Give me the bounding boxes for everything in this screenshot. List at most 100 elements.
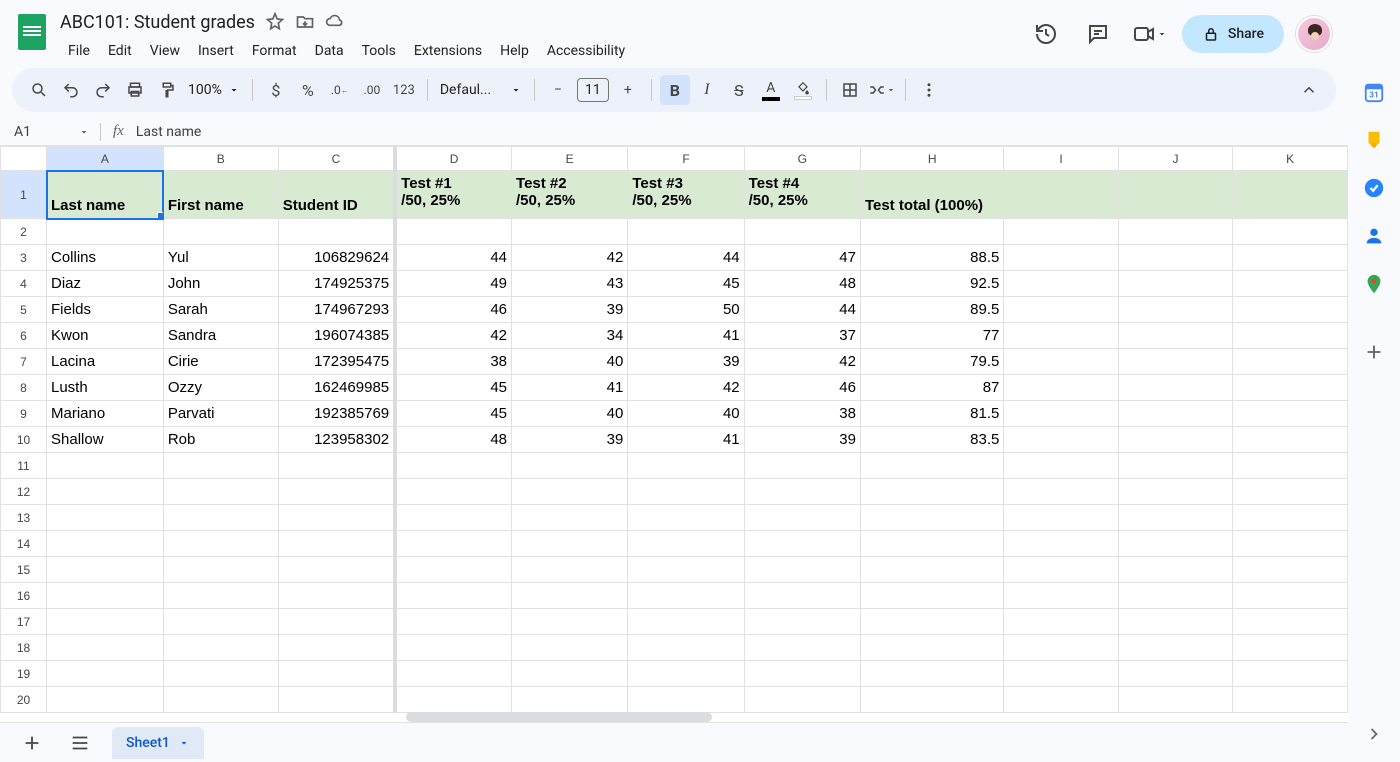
cell-E8[interactable]: 41 <box>512 375 628 401</box>
row-header-14[interactable]: 14 <box>1 531 47 557</box>
bold-button[interactable]: B <box>660 75 690 105</box>
all-sheets-button[interactable] <box>64 727 96 759</box>
cell-A8[interactable]: Lusth <box>47 375 164 401</box>
star-icon[interactable] <box>265 12 285 32</box>
text-color-button[interactable]: A <box>756 75 786 105</box>
row-header-19[interactable]: 19 <box>1 661 47 687</box>
cell-K5[interactable] <box>1233 297 1348 323</box>
cell-A7[interactable]: Lacina <box>47 349 164 375</box>
cell-A20[interactable] <box>47 687 164 713</box>
cell-J20[interactable] <box>1118 687 1233 713</box>
fill-color-button[interactable] <box>788 75 818 105</box>
col-header-C[interactable]: C <box>278 147 395 171</box>
cell-B19[interactable] <box>163 661 278 687</box>
cell-C7[interactable]: 172395475 <box>278 349 395 375</box>
cell-K9[interactable] <box>1233 401 1348 427</box>
cell-E19[interactable] <box>512 661 628 687</box>
cell-H16[interactable] <box>860 583 1003 609</box>
cell-G15[interactable] <box>744 557 860 583</box>
cell-K3[interactable] <box>1233 245 1348 271</box>
cell-B3[interactable]: Yul <box>163 245 278 271</box>
cell-A2[interactable] <box>47 219 164 245</box>
cell-H7[interactable]: 79.5 <box>860 349 1003 375</box>
cell-K20[interactable] <box>1233 687 1348 713</box>
collapse-toolbar-icon[interactable] <box>1294 75 1324 105</box>
col-header-A[interactable]: A <box>47 147 164 171</box>
cell-D8[interactable]: 45 <box>395 375 511 401</box>
row-header-5[interactable]: 5 <box>1 297 47 323</box>
cell-H1[interactable]: Test total (100%) <box>860 171 1003 219</box>
row-header-12[interactable]: 12 <box>1 479 47 505</box>
cell-D14[interactable] <box>395 531 511 557</box>
cell-D15[interactable] <box>395 557 511 583</box>
cell-G14[interactable] <box>744 531 860 557</box>
cell-D10[interactable]: 48 <box>395 427 511 453</box>
cell-G2[interactable] <box>744 219 860 245</box>
cell-D12[interactable] <box>395 479 511 505</box>
cell-D1[interactable]: Test #1/50, 25% <box>395 171 511 219</box>
search-menus-icon[interactable] <box>24 75 54 105</box>
cell-J4[interactable] <box>1118 271 1233 297</box>
row-header-13[interactable]: 13 <box>1 505 47 531</box>
cell-E18[interactable] <box>512 635 628 661</box>
name-box[interactable]: A1 <box>4 124 100 140</box>
keep-icon[interactable] <box>1362 128 1386 152</box>
cell-G6[interactable]: 37 <box>744 323 860 349</box>
cell-E11[interactable] <box>512 453 628 479</box>
row-header-9[interactable]: 9 <box>1 401 47 427</box>
cell-I7[interactable] <box>1004 349 1118 375</box>
cell-A6[interactable]: Kwon <box>47 323 164 349</box>
cell-B7[interactable]: Cirie <box>163 349 278 375</box>
cell-J19[interactable] <box>1118 661 1233 687</box>
col-header-I[interactable]: I <box>1004 147 1118 171</box>
menu-edit[interactable]: Edit <box>100 39 140 63</box>
menu-data[interactable]: Data <box>307 39 352 63</box>
cell-I3[interactable] <box>1004 245 1118 271</box>
cell-I13[interactable] <box>1004 505 1118 531</box>
cell-C20[interactable] <box>278 687 395 713</box>
col-header-D[interactable]: D <box>395 147 511 171</box>
account-avatar[interactable] <box>1296 16 1332 52</box>
cell-K11[interactable] <box>1233 453 1348 479</box>
font-size-decrease[interactable]: − <box>543 75 573 105</box>
cell-C14[interactable] <box>278 531 395 557</box>
cell-K12[interactable] <box>1233 479 1348 505</box>
cell-E6[interactable]: 34 <box>512 323 628 349</box>
cell-F1[interactable]: Test #3/50, 25% <box>628 171 744 219</box>
cell-H20[interactable] <box>860 687 1003 713</box>
cell-C6[interactable]: 196074385 <box>278 323 395 349</box>
menu-tools[interactable]: Tools <box>354 39 404 63</box>
cell-H9[interactable]: 81.5 <box>860 401 1003 427</box>
cell-E4[interactable]: 43 <box>512 271 628 297</box>
cell-D17[interactable] <box>395 609 511 635</box>
borders-button[interactable] <box>835 75 865 105</box>
cell-J16[interactable] <box>1118 583 1233 609</box>
menu-insert[interactable]: Insert <box>190 39 242 63</box>
cell-C13[interactable] <box>278 505 395 531</box>
more-button[interactable] <box>914 75 944 105</box>
strike-button[interactable]: S <box>724 75 754 105</box>
cell-D4[interactable]: 49 <box>395 271 511 297</box>
cell-H17[interactable] <box>860 609 1003 635</box>
cell-C17[interactable] <box>278 609 395 635</box>
cell-C8[interactable]: 162469985 <box>278 375 395 401</box>
col-header-K[interactable]: K <box>1233 147 1348 171</box>
cell-I20[interactable] <box>1004 687 1118 713</box>
italic-button[interactable]: I <box>692 75 722 105</box>
cell-E1[interactable]: Test #2/50, 25% <box>512 171 628 219</box>
cell-C11[interactable] <box>278 453 395 479</box>
cell-H18[interactable] <box>860 635 1003 661</box>
cell-C5[interactable]: 174967293 <box>278 297 395 323</box>
percent-button[interactable]: % <box>293 75 323 105</box>
increase-decimal-button[interactable]: .00 <box>357 75 387 105</box>
cell-G9[interactable]: 38 <box>744 401 860 427</box>
cell-G12[interactable] <box>744 479 860 505</box>
cell-C10[interactable]: 123958302 <box>278 427 395 453</box>
row-header-3[interactable]: 3 <box>1 245 47 271</box>
cell-E17[interactable] <box>512 609 628 635</box>
cell-G5[interactable]: 44 <box>744 297 860 323</box>
cell-H15[interactable] <box>860 557 1003 583</box>
cell-I12[interactable] <box>1004 479 1118 505</box>
maps-icon[interactable] <box>1362 272 1386 296</box>
cell-A12[interactable] <box>47 479 164 505</box>
